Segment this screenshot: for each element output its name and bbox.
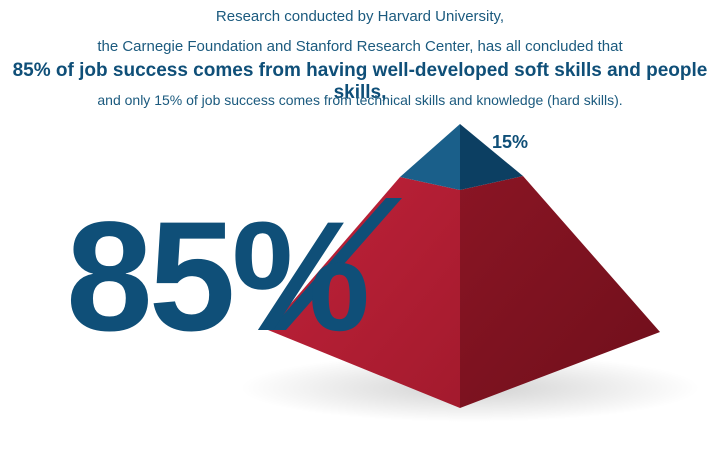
tip-right-face — [460, 124, 523, 190]
intro-line-2: the Carnegie Foundation and Stanford Res… — [97, 38, 623, 55]
intro-line-4: and only 15% of job success comes from t… — [97, 92, 623, 108]
small-percent-label: 15% — [492, 132, 528, 152]
pyramid-soft-skills-section — [268, 176, 660, 408]
tip-left-face — [400, 124, 460, 190]
pyramid-right-face — [460, 176, 660, 408]
headline-statement: 85% of job success comes from having wel… — [12, 60, 708, 103]
percent-slash-accent — [270, 198, 402, 330]
pyramid-hard-skills-tip — [400, 124, 523, 190]
big-percent-label: 85% — [66, 190, 367, 364]
intro-line-1: Research conducted by Harvard University… — [215, 8, 505, 25]
pyramid-left-face — [268, 177, 460, 408]
